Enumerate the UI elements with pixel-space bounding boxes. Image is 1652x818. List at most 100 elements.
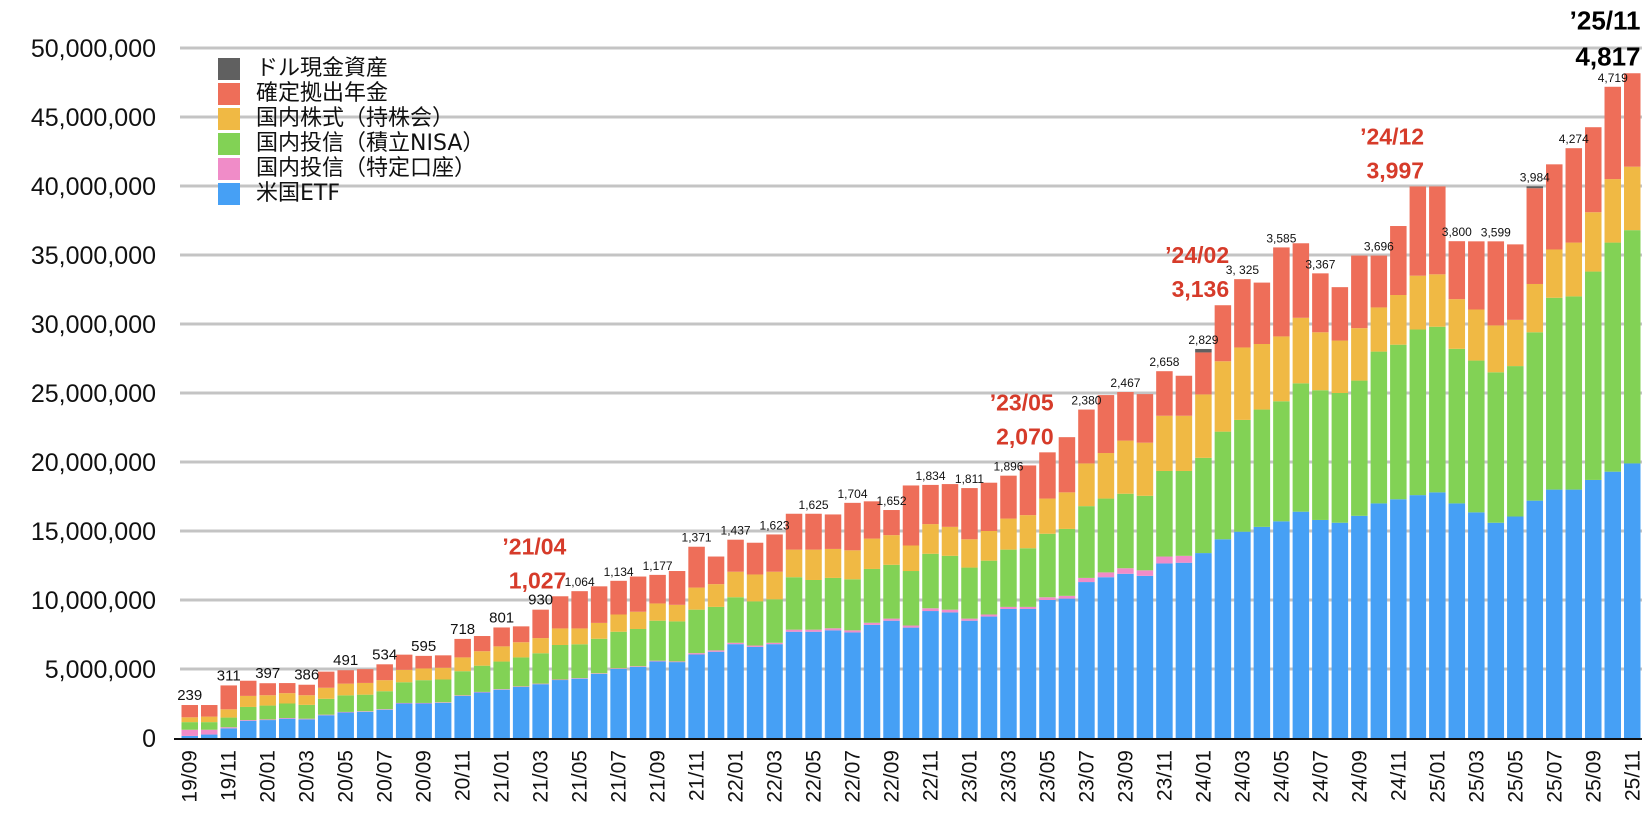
bar-segment	[1351, 255, 1368, 329]
legend-item-dc-pension[interactable]: 確定拠出年金	[218, 81, 484, 106]
legend-item-taxable-fund[interactable]: 国内投信（特定口座）	[218, 156, 484, 181]
bar-segment	[1214, 361, 1232, 432]
bar-segment	[532, 684, 549, 738]
bar-segment	[1624, 230, 1641, 464]
bar-segment	[434, 655, 452, 668]
bar-segment	[1565, 148, 1583, 243]
bar-segment	[1468, 360, 1485, 513]
bar-segment	[1000, 549, 1017, 607]
x-tick-label: 25/07	[1543, 750, 1566, 803]
bar-segment	[1019, 608, 1037, 738]
bar-segment	[395, 703, 413, 738]
bar-stack	[629, 576, 647, 738]
bar-segment	[1351, 380, 1368, 516]
bar-segment	[902, 485, 920, 546]
bar-segment	[824, 628, 842, 631]
bar-segment	[395, 682, 413, 703]
bar-segment	[1117, 440, 1134, 494]
bar-segment	[259, 695, 276, 706]
x-tick-label: 22/05	[803, 750, 826, 803]
bar-segment	[941, 609, 959, 613]
data-label: 930	[528, 592, 553, 609]
bar-segment	[1234, 347, 1251, 420]
bar-segment	[590, 638, 608, 674]
bar-segment	[727, 642, 744, 645]
bar-segment	[941, 555, 959, 610]
bar-segment	[1604, 242, 1622, 472]
bar-segment	[220, 727, 237, 729]
bar-segment	[649, 660, 666, 662]
bar-segment	[863, 538, 881, 569]
bar-stack	[1565, 148, 1583, 738]
bar-segment	[532, 609, 549, 639]
x-tick-label: 20/05	[335, 750, 358, 803]
legend-item-usd-cash[interactable]: ドル現金資産	[218, 56, 484, 81]
annotation-date: ’25/11	[1570, 5, 1641, 35]
bar-stack	[1546, 164, 1563, 738]
bar-segment	[902, 625, 920, 628]
bar-segment	[649, 661, 666, 738]
bar-segment	[727, 644, 744, 738]
bar-segment	[1234, 279, 1251, 348]
bar-segment	[941, 526, 959, 556]
bar-segment	[805, 579, 822, 630]
bar-stack	[941, 484, 959, 738]
bar-stack	[220, 685, 237, 738]
bar-segment	[1078, 577, 1095, 583]
bar-segment	[1078, 463, 1095, 507]
legend-item-us-etf[interactable]: 米国ETF	[218, 181, 484, 206]
bar-segment	[278, 693, 296, 704]
bar-segment	[317, 715, 335, 738]
bar-segment	[863, 624, 881, 738]
bar-segment	[785, 549, 803, 578]
legend-item-nisa-fund[interactable]: 国内投信（積立NISA）	[218, 131, 484, 156]
legend-label: ドル現金資産	[256, 55, 389, 81]
y-axis-ticks: 0 5,000,000 10,000,000 15,000,000 20,000,000…	[31, 35, 156, 753]
bar-segment	[1312, 273, 1329, 333]
bar-stack	[1331, 287, 1349, 738]
annotation-date: ’24/12	[1360, 123, 1424, 149]
bar-stack	[473, 636, 491, 738]
bar-segment	[883, 535, 900, 565]
bar-segment	[1078, 582, 1095, 738]
bar-segment	[1039, 600, 1056, 738]
data-label: 801	[489, 609, 514, 626]
bar-stack	[922, 484, 939, 738]
bar-segment	[1214, 431, 1232, 540]
bar-segment	[1429, 326, 1446, 493]
bar-segment	[629, 576, 647, 612]
bar-segment	[317, 714, 335, 716]
bar-segment	[200, 716, 218, 723]
bar-segment	[1507, 319, 1524, 367]
bar-segment	[1214, 305, 1232, 362]
bar-segment	[1390, 344, 1407, 500]
data-label: 718	[450, 621, 475, 638]
x-tick-label: 23/05	[1036, 750, 1059, 803]
bar-stack	[1312, 273, 1329, 738]
bar-segment	[922, 484, 939, 525]
bar-segment	[805, 549, 822, 580]
bar-segment	[1526, 500, 1544, 738]
data-label: 3,800	[1442, 225, 1472, 239]
bar-stack	[844, 502, 861, 738]
legend-item-employee-stock[interactable]: 国内株式（持株会）	[218, 106, 484, 131]
bar-segment	[1526, 283, 1544, 333]
bar-stack	[1214, 305, 1232, 738]
bar-segment	[922, 524, 939, 554]
bar-stack	[1097, 395, 1115, 738]
bar-segment	[746, 574, 764, 602]
data-label: 239	[177, 687, 202, 704]
bar-segment	[1000, 518, 1017, 550]
bar-stack	[512, 626, 530, 738]
data-label: 1,834	[915, 469, 945, 483]
bar-segment	[434, 679, 452, 703]
bar-segment	[1000, 606, 1017, 609]
bar-segment	[629, 666, 647, 738]
bar-segment	[1039, 533, 1056, 598]
bar-segment	[824, 630, 842, 738]
bar-segment	[688, 609, 705, 654]
bar-segment	[1585, 271, 1602, 480]
bar-segment	[883, 510, 900, 536]
x-tick-label: 21/09	[647, 750, 670, 803]
bar-stack	[980, 482, 998, 738]
